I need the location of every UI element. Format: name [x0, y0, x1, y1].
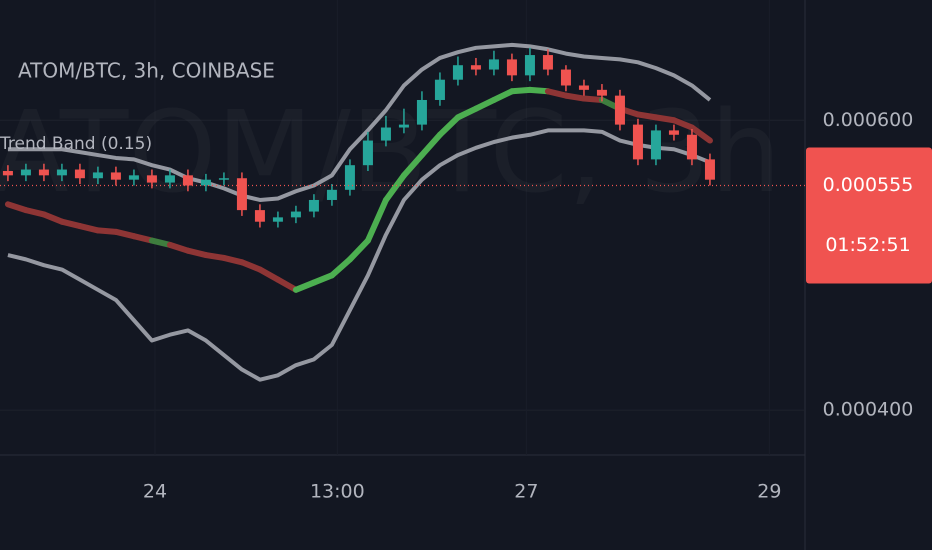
trend-segment — [526, 86, 551, 95]
trend-segment — [472, 96, 497, 112]
candle-body — [218, 178, 229, 180]
band-line — [7, 128, 711, 382]
trend-segment — [436, 114, 461, 138]
candle-body — [74, 169, 85, 179]
trend-segment — [58, 218, 83, 230]
trend-segment — [562, 92, 587, 102]
candle-body — [632, 124, 643, 160]
candle-body — [362, 140, 373, 166]
trend-segment — [580, 95, 605, 103]
candle-body — [2, 170, 13, 176]
candle-body — [452, 65, 463, 80]
trend-segment — [148, 237, 173, 248]
trend-segment — [400, 152, 425, 179]
candle-body — [416, 99, 427, 125]
candle-body — [596, 89, 607, 96]
trend-segment — [382, 172, 407, 203]
band-line — [7, 42, 712, 202]
trend-segment — [328, 256, 353, 279]
candle-body — [614, 95, 625, 125]
candle-body — [146, 175, 157, 183]
trend-segment — [292, 279, 317, 293]
trend-segment — [238, 259, 263, 273]
trend-segment — [40, 211, 65, 225]
trend-segment — [130, 233, 155, 244]
candle-body — [56, 169, 67, 176]
candle-body — [182, 175, 193, 186]
candle-body — [650, 130, 661, 160]
x-tick-label: 13:00 — [310, 481, 365, 503]
candle-body — [236, 178, 247, 211]
trend-segment — [544, 88, 569, 99]
candle-body — [38, 169, 49, 176]
trend-segment — [4, 201, 29, 214]
trend-segment — [310, 272, 335, 286]
price-label-box — [806, 147, 932, 284]
candle-body — [578, 85, 589, 90]
candle-body — [506, 59, 517, 76]
trend-segment — [364, 196, 389, 244]
trend-segment — [454, 105, 479, 121]
candle-body — [110, 172, 121, 180]
last-price-label: 0.000555 — [823, 174, 914, 196]
candle-body — [20, 169, 31, 176]
candle-body — [164, 175, 175, 183]
x-tick-label: 29 — [757, 481, 781, 503]
x-tick-label: 27 — [514, 481, 538, 503]
trend-segment — [634, 111, 659, 121]
countdown-label: 01:52:51 — [825, 234, 910, 256]
candle-body — [488, 59, 499, 70]
trend-segment — [22, 207, 47, 218]
trend-segment — [346, 237, 371, 263]
candle-body — [524, 55, 535, 76]
y-tick-label: 0.000600 — [823, 109, 914, 131]
trend-segment — [202, 252, 227, 261]
candle-body — [398, 124, 409, 128]
candle-body — [470, 65, 481, 70]
trend-segment — [112, 228, 137, 240]
trend-segment — [76, 223, 101, 234]
trend-segment — [508, 86, 533, 95]
trend-segment — [490, 88, 515, 103]
x-tick-label: 24 — [143, 481, 167, 503]
y-tick-label: 0.000400 — [823, 399, 914, 421]
trend-segment — [418, 131, 443, 159]
candle-body — [308, 199, 319, 212]
trend-segment — [184, 247, 209, 259]
candle-body — [434, 79, 445, 100]
trend-segment — [670, 117, 695, 131]
trend-segment — [652, 114, 677, 124]
trend-segment — [274, 276, 299, 293]
trend-segment — [166, 241, 191, 254]
candle-body — [128, 175, 139, 180]
candle-body — [686, 134, 697, 160]
symbol-title: ATOM/BTC, 3h, COINBASE — [18, 59, 275, 83]
candle-body — [560, 69, 571, 86]
trend-segment — [256, 266, 281, 283]
candle-body — [326, 189, 337, 200]
candle-body — [668, 130, 679, 135]
indicator-label: Trend Band (0.15) — [0, 134, 152, 154]
candle-body — [254, 210, 265, 222]
candle-body — [272, 217, 283, 222]
candle-body — [344, 165, 355, 190]
candle-body — [704, 159, 715, 180]
candle-body — [92, 172, 103, 179]
candle-body — [290, 211, 301, 218]
candle-body — [542, 55, 553, 70]
candle-body — [380, 127, 391, 141]
trend-segment — [94, 227, 119, 235]
trend-segment — [688, 124, 713, 144]
trend-segment — [220, 254, 245, 266]
candle-body — [200, 179, 211, 186]
